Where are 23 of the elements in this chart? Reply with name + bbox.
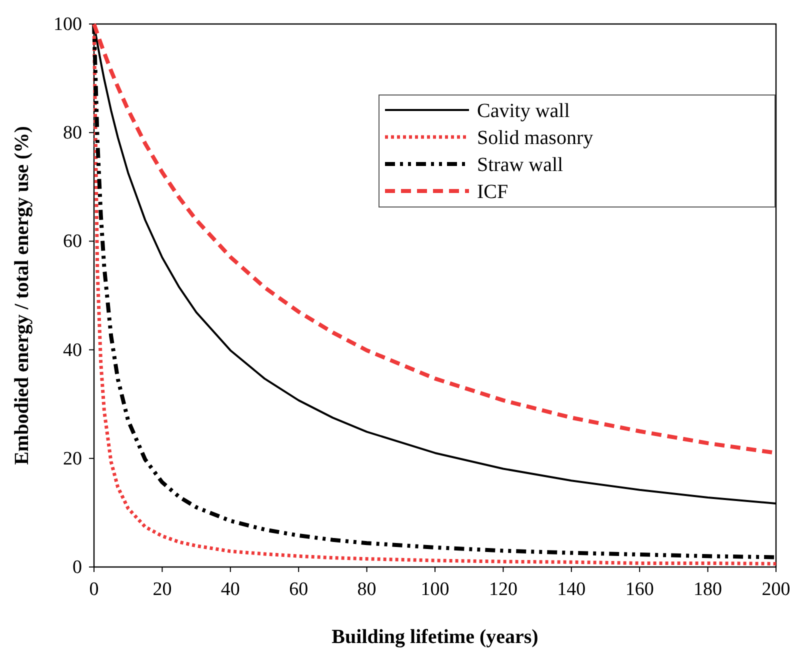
y-tick-label: 40 xyxy=(63,340,82,361)
x-tick-label: 80 xyxy=(357,579,376,600)
x-tick-label: 100 xyxy=(420,579,450,600)
x-tick-label: 160 xyxy=(625,579,654,600)
x-axis-title: Building lifetime (years) xyxy=(332,626,538,648)
legend-label: Straw wall xyxy=(477,154,564,176)
x-tick-label: 140 xyxy=(557,579,586,600)
legend-label: Cavity wall xyxy=(477,100,570,122)
y-tick-label: 100 xyxy=(54,14,82,35)
x-tick-label: 20 xyxy=(152,579,172,600)
y-tick-label: 60 xyxy=(63,231,82,252)
x-tick-label: 180 xyxy=(694,579,722,600)
x-tick-label: 60 xyxy=(289,579,308,600)
y-tick-label: 80 xyxy=(63,122,82,144)
legend-label: ICF xyxy=(477,181,508,203)
y-tick-label: 20 xyxy=(63,448,82,470)
legend-label: Solid masonry xyxy=(477,127,594,149)
y-tick-label: 0 xyxy=(72,557,82,578)
x-tick-label: 200 xyxy=(762,579,790,600)
x-tick-label: 0 xyxy=(89,579,99,600)
x-tick-label: 120 xyxy=(488,579,518,600)
x-tick-label: 40 xyxy=(220,579,240,600)
y-axis-title: Embodied energy / total energy use (%) xyxy=(11,126,33,465)
